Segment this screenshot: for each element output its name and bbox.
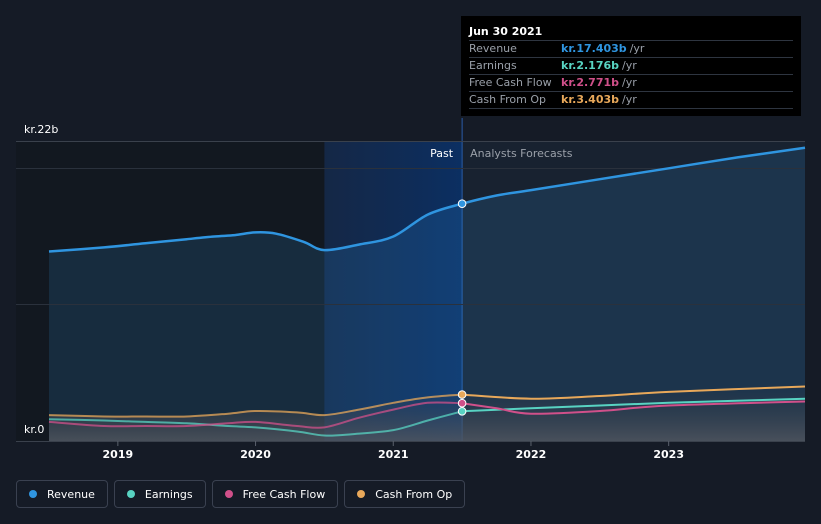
legend-label: Free Cash Flow	[242, 487, 326, 501]
highlight-band	[324, 141, 463, 441]
x-tick-label: 2019	[103, 448, 134, 461]
legend-dot-icon	[357, 490, 366, 498]
legend-item-cash-from-op[interactable]: Cash From Op	[344, 480, 466, 508]
tooltip-row-revenue: Revenue kr.17.403b/yr	[469, 40, 793, 57]
revenue-point-marker	[457, 199, 467, 208]
tooltip-row-earnings: Earnings kr.2.176b/yr	[469, 57, 793, 74]
tooltip-value: kr.3.403b	[561, 93, 620, 106]
y-axis-top-label: kr.22b	[24, 123, 58, 136]
tooltip-value: kr.2.176b	[561, 59, 620, 72]
tooltip-value: kr.2.771b	[561, 76, 620, 89]
free-cash-flow-line-forecast	[461, 400, 806, 415]
legend-dot-icon	[126, 490, 135, 498]
x-tick-label: 2022	[516, 448, 547, 461]
tooltip-unit: /yr	[629, 42, 645, 55]
tooltip-label: Earnings	[469, 59, 517, 72]
tooltip-label: Free Cash Flow	[469, 76, 552, 89]
legend-dot-icon	[224, 490, 233, 498]
x-tick-label: 2023	[653, 448, 684, 461]
tooltip-label: Revenue	[469, 42, 517, 55]
earnings-line-past	[48, 410, 463, 437]
y-axis-bottom-label: kr.0	[24, 423, 44, 436]
cash-from-op-point-marker	[457, 390, 467, 399]
legend-item-free-cash-flow[interactable]: Free Cash Flow	[211, 480, 339, 508]
cash-from-op-line-past	[48, 393, 463, 418]
tooltip-unit: /yr	[622, 76, 637, 89]
legend-label: Earnings	[144, 487, 193, 501]
legend-label: Revenue	[47, 487, 95, 501]
cash-from-op-line-forecast	[462, 385, 806, 400]
tooltip-unit: /yr	[622, 59, 637, 72]
tooltip-unit: /yr	[622, 93, 637, 106]
legend-item-revenue[interactable]: Revenue	[16, 480, 108, 508]
earnings-line-forecast	[462, 397, 806, 413]
legend-dot-icon	[29, 490, 37, 498]
x-tick-label: 2021	[378, 448, 409, 461]
free-cash-flow-line-past	[48, 401, 463, 429]
tooltip-row-cash-from-op: Cash From Op kr.3.403b/yr	[469, 91, 793, 109]
tooltip-value: kr.17.403b	[561, 42, 627, 55]
data-tooltip: Jun 30 2021 Revenue kr.17.403b/yr Earnings…	[461, 16, 801, 116]
revenue-line	[48, 146, 806, 253]
forecast-region-label: Analysts Forecasts	[470, 147, 573, 160]
tooltip-date: Jun 30 2021	[469, 25, 543, 38]
past-region-label: Past	[430, 147, 454, 160]
tooltip-rows: Revenue kr.17.403b/yr Earnings kr.2.176b/yr…	[469, 40, 793, 109]
earnings-point-marker	[457, 407, 467, 416]
tooltip-label: Cash From Op	[469, 93, 547, 106]
legend-label: Cash From Op	[375, 487, 453, 501]
revenue-area	[49, 147, 805, 442]
free-cash-flow-point-marker	[457, 398, 467, 408]
tooltip-row-free-cash-flow: Free Cash Flow kr.2.771b/yr	[469, 74, 793, 91]
x-tick-label: 2020	[240, 448, 271, 461]
chart-legend: Revenue Earnings Free Cash Flow Cash From O…	[16, 480, 466, 508]
legend-item-earnings[interactable]: Earnings	[113, 480, 206, 508]
